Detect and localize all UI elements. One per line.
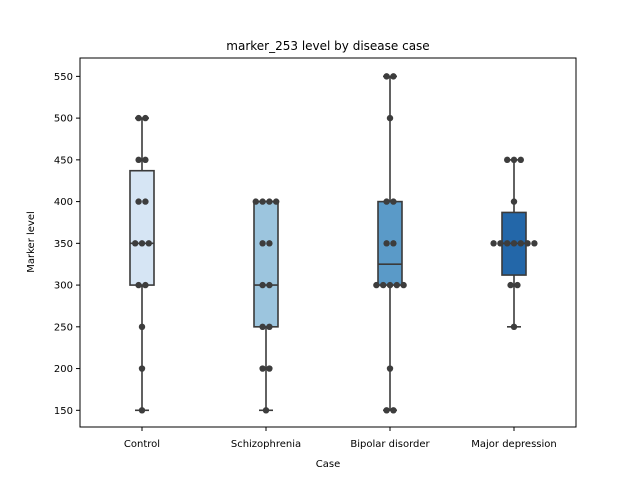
data-point [266, 240, 273, 247]
data-point [266, 281, 273, 289]
data-point [517, 156, 524, 164]
data-point [138, 407, 146, 414]
box [129, 169, 155, 286]
data-point [132, 240, 139, 247]
x-tick-label: Control [124, 439, 160, 450]
data-point [383, 198, 390, 205]
y-tick-label: 500 [54, 114, 73, 125]
data-point [259, 281, 266, 289]
data-point [266, 198, 273, 205]
x-axis-label: Case [316, 459, 340, 470]
data-point [531, 240, 538, 247]
data-point [142, 198, 149, 205]
data-point [400, 281, 407, 289]
data-point [135, 281, 142, 289]
data-point [383, 407, 390, 414]
y-tick-label: 150 [54, 406, 73, 417]
data-point [514, 281, 521, 289]
data-point [259, 323, 266, 331]
data-point [490, 240, 497, 247]
data-point [390, 73, 397, 80]
data-point [142, 114, 149, 122]
data-point [135, 198, 142, 205]
data-point [510, 240, 518, 247]
data-point [135, 114, 142, 122]
data-point [383, 240, 390, 247]
data-point [497, 240, 504, 247]
data-point [510, 198, 518, 205]
data-point [262, 407, 270, 414]
data-point [259, 240, 266, 247]
data-point [145, 240, 152, 247]
chart-title: marker_253 level by disease case [226, 39, 429, 53]
plot-area: 150 200 250 300 350 400 450 500 550 Control Schizo… [54, 57, 577, 450]
data-point [390, 240, 397, 247]
box-group [253, 200, 279, 412]
data-point [504, 240, 511, 247]
y-tick-label: 300 [54, 281, 73, 292]
data-point [259, 198, 266, 205]
x-tick-label: Schizophrenia [231, 439, 301, 450]
data-point [524, 240, 531, 247]
y-tick-label: 350 [54, 239, 73, 250]
data-point [373, 281, 380, 289]
data-point [390, 407, 397, 414]
data-point [138, 240, 146, 247]
y-tick-label: 200 [54, 364, 73, 375]
data-point [142, 156, 149, 164]
data-point [142, 281, 149, 289]
x-tick-label: Major depression [471, 439, 557, 450]
data-point [138, 323, 146, 331]
data-point [138, 365, 146, 372]
data-point [386, 281, 394, 289]
data-point [507, 281, 514, 289]
box-group [129, 117, 155, 412]
data-point [259, 365, 266, 372]
data-point [390, 198, 397, 205]
data-point [252, 198, 259, 205]
data-point [135, 156, 142, 164]
box [253, 200, 279, 328]
y-tick-label: 450 [54, 155, 73, 166]
data-point [380, 281, 387, 289]
data-point [504, 156, 511, 164]
data-point [266, 365, 273, 372]
y-tick-label: 550 [54, 72, 73, 83]
data-point [510, 156, 518, 164]
data-point [510, 323, 518, 331]
data-point [266, 323, 273, 331]
y-tick-label: 250 [54, 322, 73, 333]
y-axis-label: Marker level [26, 211, 37, 273]
x-tick-label: Bipolar disorder [350, 439, 430, 450]
plot-frame [79, 57, 577, 428]
data-point [393, 281, 400, 289]
box-group [377, 75, 403, 412]
data-point [517, 240, 524, 247]
data-point [386, 114, 394, 122]
y-tick-label: 400 [54, 197, 73, 208]
box [377, 200, 403, 286]
data-point [383, 73, 390, 80]
data-point [273, 198, 280, 205]
data-point [386, 365, 394, 372]
